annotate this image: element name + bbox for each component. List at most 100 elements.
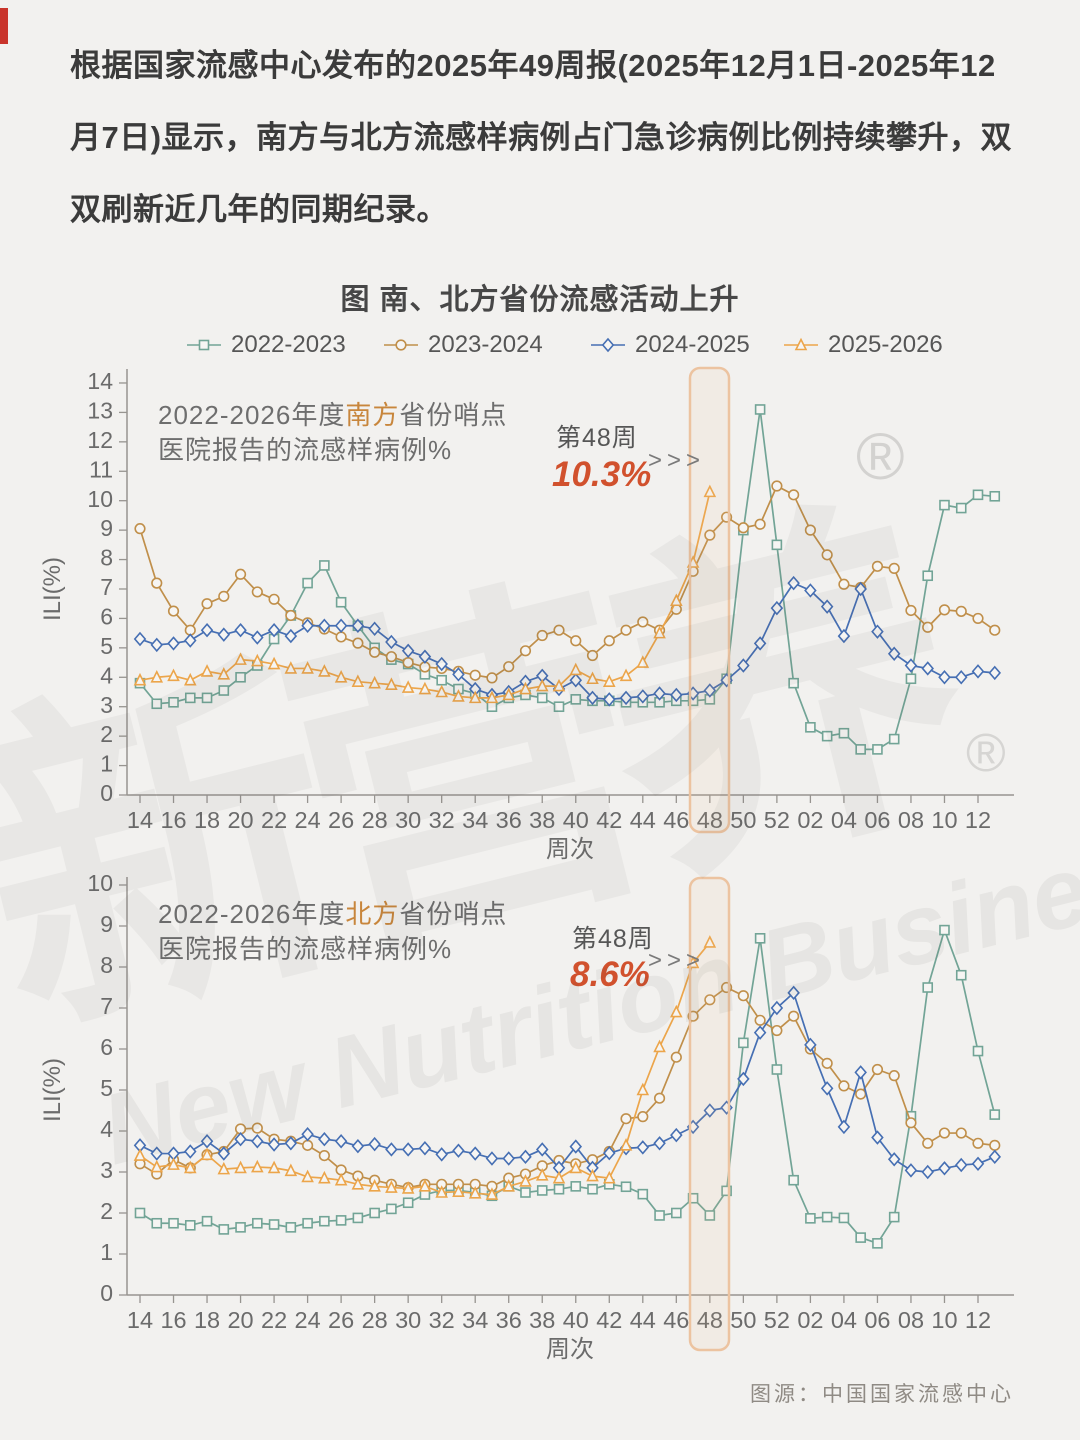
x-tick-label: 08 bbox=[898, 807, 924, 833]
chart-subtitle-line1: 2022-2026年度南方省份哨点 bbox=[158, 400, 507, 430]
x-tick-label: 32 bbox=[429, 807, 455, 833]
intro-paragraph: 根据国家流感中心发布的2025年49周报(2025年12月1日-2025年12月… bbox=[70, 48, 1013, 227]
legend-item-2023-2024: 2023-2024 bbox=[383, 331, 543, 359]
y-tick-label: 5 bbox=[100, 1075, 113, 1101]
y-tick-label: 5 bbox=[100, 633, 113, 659]
y-tick-label: 3 bbox=[100, 692, 113, 718]
y-tick-label: 9 bbox=[100, 911, 113, 937]
y-tick-label: 3 bbox=[100, 1157, 113, 1183]
chart-legend: 2022-2023 2023-2024 2024-2025 2025-2026 bbox=[0, 331, 1080, 361]
x-tick-label: 46 bbox=[663, 1307, 689, 1333]
x-tick-label: 40 bbox=[563, 807, 589, 833]
y-tick-label: 0 bbox=[100, 780, 113, 806]
y-tick-label: 7 bbox=[100, 993, 113, 1019]
x-tick-label: 50 bbox=[730, 807, 756, 833]
annotation-week-label: 第48周 bbox=[556, 424, 638, 452]
x-tick-label: 18 bbox=[194, 1307, 220, 1333]
series-2024-2025 bbox=[133, 985, 1002, 1180]
y-tick-label: 2 bbox=[100, 721, 113, 747]
legend-item-2022-2023: 2022-2023 bbox=[186, 331, 346, 359]
x-tick-label: 02 bbox=[797, 807, 823, 833]
north-chart: 0 1 2 3 4 5 6 7 8 9 10 14 16 18 20 22 24 26 28 30 32 34 36 38 40… bbox=[0, 870, 1080, 1400]
figure-title: 图 南、北方省份流感活动上升 bbox=[340, 284, 740, 316]
x-tick-label: 22 bbox=[261, 1307, 287, 1333]
legend-label: 2024-2025 bbox=[635, 331, 750, 358]
x-tick-label: 40 bbox=[563, 1307, 589, 1333]
x-tick-label: 12 bbox=[965, 1307, 991, 1333]
series-2023-2024 bbox=[134, 981, 1001, 1194]
x-tick-label: 42 bbox=[596, 1307, 622, 1333]
circle-marker-icon bbox=[384, 339, 418, 351]
red-accent-bar bbox=[0, 8, 8, 44]
y-tick-label: 14 bbox=[87, 368, 113, 394]
x-tick-label: 04 bbox=[831, 1307, 857, 1333]
x-tick-label: 44 bbox=[630, 1307, 656, 1333]
south-chart: 0 1 2 3 4 5 6 7 8 9 10 11 12 13 14 14 16 18 20 22 24 26 28 30 32… bbox=[0, 360, 1080, 870]
series-2024-2025 bbox=[133, 575, 1002, 707]
x-tick-label: 28 bbox=[362, 807, 388, 833]
x-tick-label: 08 bbox=[898, 1307, 924, 1333]
annotation-week-label: 第48周 bbox=[572, 925, 654, 953]
x-tick-label: 06 bbox=[864, 807, 890, 833]
x-tick-label: 10 bbox=[931, 807, 957, 833]
y-tick-label: 13 bbox=[87, 397, 113, 423]
annotation-arrows-icon: >>> bbox=[648, 947, 705, 974]
x-tick-label: 36 bbox=[496, 1307, 522, 1333]
week48-highlight-box bbox=[688, 876, 731, 1352]
legend-item-2025-2026: 2025-2026 bbox=[783, 331, 943, 359]
x-tick-label: 34 bbox=[462, 807, 488, 833]
y-tick-label: 8 bbox=[100, 952, 113, 978]
x-tick-label: 42 bbox=[596, 807, 622, 833]
chart-subtitle-line1: 2022-2026年度北方省份哨点 bbox=[158, 899, 507, 929]
x-tick-label: 12 bbox=[965, 807, 991, 833]
x-tick-label: 34 bbox=[462, 1307, 488, 1333]
y-tick-label: 2 bbox=[100, 1198, 113, 1224]
x-tick-label: 10 bbox=[931, 1307, 957, 1333]
y-tick-label: 0 bbox=[100, 1280, 113, 1306]
y-axis-title: ILI(%) bbox=[39, 1058, 66, 1122]
x-tick-label: 38 bbox=[529, 1307, 555, 1333]
series-2022-2023 bbox=[134, 924, 1001, 1249]
x-tick-label: 30 bbox=[395, 1307, 421, 1333]
chart-subtitle-line2: 医院报告的流感样病例% bbox=[158, 934, 452, 964]
legend-label: 2022-2023 bbox=[231, 331, 346, 358]
x-tick-label: 16 bbox=[160, 1307, 186, 1333]
series-2025-2026 bbox=[133, 484, 717, 704]
y-tick-label: 10 bbox=[87, 486, 113, 512]
x-tick-label: 38 bbox=[529, 807, 555, 833]
y-tick-label: 11 bbox=[89, 456, 113, 482]
week48-highlight-box bbox=[688, 366, 731, 834]
x-tick-label: 48 bbox=[697, 807, 723, 833]
x-tick-label: 30 bbox=[395, 807, 421, 833]
x-tick-label: 18 bbox=[194, 807, 220, 833]
x-tick-label: 28 bbox=[362, 1307, 388, 1333]
y-tick-label: 6 bbox=[100, 603, 113, 629]
x-tick-label: 24 bbox=[295, 1307, 321, 1333]
x-tick-label: 48 bbox=[697, 1307, 723, 1333]
x-tick-label: 46 bbox=[663, 807, 689, 833]
y-tick-label: 6 bbox=[100, 1034, 113, 1060]
y-tick-label: 10 bbox=[87, 870, 113, 896]
x-tick-label: 24 bbox=[295, 807, 321, 833]
chart-subtitle-line2: 医院报告的流感样病例% bbox=[158, 435, 452, 465]
legend-item-2024-2025: 2024-2025 bbox=[590, 331, 750, 359]
square-marker-icon bbox=[187, 339, 221, 351]
x-tick-label: 04 bbox=[831, 807, 857, 833]
x-tick-label: 16 bbox=[160, 807, 186, 833]
x-tick-label: 14 bbox=[127, 1307, 153, 1333]
x-tick-label: 06 bbox=[864, 1307, 890, 1333]
x-axis-title: 周次 bbox=[546, 1336, 594, 1363]
figure-source: 图源：中国国家流感中心 bbox=[750, 1382, 1014, 1406]
x-tick-label: 22 bbox=[261, 807, 287, 833]
legend-label: 2023-2024 bbox=[428, 331, 543, 358]
x-axis-title: 周次 bbox=[546, 836, 594, 863]
x-tick-label: 14 bbox=[127, 807, 153, 833]
y-tick-label: 7 bbox=[100, 574, 113, 600]
x-tick-label: 52 bbox=[764, 1307, 790, 1333]
y-tick-label: 8 bbox=[100, 545, 113, 571]
y-tick-label: 1 bbox=[100, 1239, 113, 1265]
